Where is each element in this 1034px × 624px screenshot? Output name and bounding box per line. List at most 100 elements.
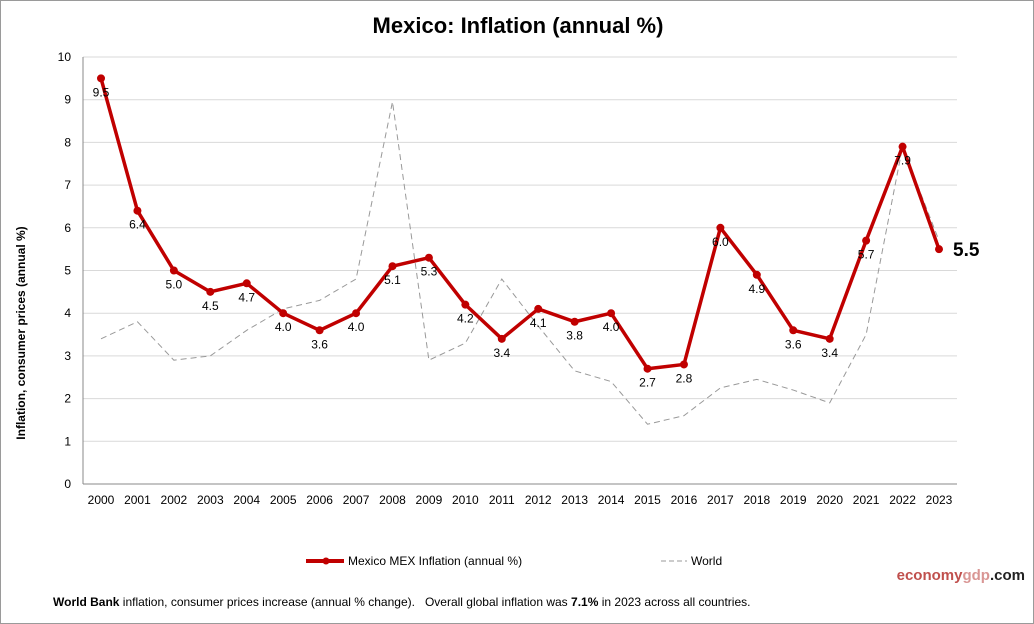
x-tick-label: 2013 bbox=[561, 493, 588, 507]
x-tick-label: 2022 bbox=[889, 493, 916, 507]
y-tick-label: 1 bbox=[64, 434, 71, 448]
x-tick-label: 2011 bbox=[489, 493, 515, 507]
x-tick-label: 2020 bbox=[816, 493, 843, 507]
data-label: 3.4 bbox=[493, 346, 510, 360]
y-tick-label: 4 bbox=[64, 306, 71, 320]
data-label: 2.7 bbox=[639, 376, 656, 390]
footer-highlight: 7.1% bbox=[571, 595, 599, 609]
x-tick-label: 2009 bbox=[416, 493, 443, 507]
legend-swatch-world bbox=[661, 560, 687, 562]
data-point-mexico bbox=[97, 74, 105, 83]
data-point-mexico bbox=[424, 253, 433, 262]
data-label: 4.2 bbox=[457, 312, 474, 326]
series-line-world bbox=[100, 101, 940, 425]
data-point-mexico bbox=[242, 279, 251, 288]
x-tick-label: 2012 bbox=[525, 493, 552, 507]
data-label: 2.8 bbox=[676, 371, 693, 385]
x-tick-label: 2004 bbox=[233, 493, 260, 507]
x-tick-label: 2003 bbox=[197, 493, 224, 507]
brand-part: .com bbox=[989, 567, 1025, 584]
data-point-mexico bbox=[570, 317, 579, 326]
data-label: 3.6 bbox=[311, 337, 328, 351]
data-label: 5.1 bbox=[384, 273, 401, 287]
brand-logo: economygdp.com bbox=[897, 567, 1025, 584]
legend-item-world: World bbox=[661, 554, 722, 568]
footer-source: World Bank bbox=[53, 595, 120, 609]
x-tick-label: 2021 bbox=[853, 493, 880, 507]
data-point-mexico bbox=[789, 326, 798, 335]
x-tick-label: 2018 bbox=[743, 493, 770, 507]
legend-swatch-mexico bbox=[306, 557, 344, 565]
y-tick-label: 9 bbox=[64, 93, 71, 107]
data-point-mexico bbox=[497, 334, 506, 343]
data-point-mexico bbox=[133, 206, 142, 215]
legend-item-mexico: Mexico MEX Inflation (annual %) bbox=[306, 554, 522, 568]
x-tick-label: 2019 bbox=[780, 493, 807, 507]
x-tick-label: 2001 bbox=[124, 493, 151, 507]
data-point-mexico bbox=[752, 270, 761, 279]
last-value-label: 5.5 bbox=[953, 240, 980, 261]
data-label: 7.9 bbox=[894, 154, 911, 168]
data-point-mexico bbox=[315, 326, 324, 335]
data-label: 3.4 bbox=[821, 346, 838, 360]
footer-note: World Bank inflation, consumer prices in… bbox=[53, 595, 750, 609]
x-tick-label: 2015 bbox=[634, 493, 661, 507]
y-tick-label: 0 bbox=[64, 477, 71, 491]
y-tick-label: 8 bbox=[64, 135, 71, 149]
y-tick-label: 5 bbox=[64, 264, 71, 278]
data-label: 4.0 bbox=[603, 320, 620, 334]
data-label: 5.7 bbox=[858, 248, 875, 262]
x-tick-label: 2000 bbox=[88, 493, 115, 507]
brand-part: gdp bbox=[962, 567, 990, 584]
data-point-mexico bbox=[862, 236, 871, 245]
data-point-mexico bbox=[935, 245, 943, 254]
x-tick-label: 2023 bbox=[926, 493, 953, 507]
x-tick-label: 2007 bbox=[343, 493, 370, 507]
x-tick-label: 2010 bbox=[452, 493, 479, 507]
data-label: 4.1 bbox=[530, 316, 547, 330]
footer-text: in 2023 across all countries. bbox=[598, 595, 751, 609]
data-point-mexico bbox=[825, 334, 834, 343]
brand-part: economy bbox=[896, 567, 963, 584]
y-tick-label: 3 bbox=[64, 349, 71, 363]
data-label: 6.4 bbox=[129, 218, 146, 232]
legend-label: Mexico MEX Inflation (annual %) bbox=[348, 554, 523, 568]
data-point-mexico bbox=[534, 304, 543, 313]
data-label: 4.0 bbox=[275, 320, 292, 334]
data-label: 3.8 bbox=[566, 329, 583, 343]
data-point-mexico bbox=[169, 266, 178, 275]
plot-area: 0 1 2 3 4 5 6 7 8 9 10 2000 2001 2002 2003 2004 2005 2006… bbox=[58, 50, 980, 507]
y-tick-label: 7 bbox=[64, 178, 71, 192]
data-point-mexico bbox=[643, 364, 652, 373]
x-tick-label: 2005 bbox=[270, 493, 297, 507]
data-label: 4.5 bbox=[202, 299, 219, 313]
data-point-mexico bbox=[206, 287, 215, 296]
series-line-mexico bbox=[99, 77, 941, 371]
data-point-mexico bbox=[352, 309, 361, 318]
y-tick-label: 10 bbox=[58, 50, 72, 64]
data-point-mexico bbox=[716, 223, 725, 232]
data-label: 4.7 bbox=[238, 290, 255, 304]
x-tick-label: 2002 bbox=[161, 493, 188, 507]
footer-text: inflation, consumer prices increase (ann… bbox=[119, 595, 572, 609]
data-point-mexico bbox=[388, 262, 397, 271]
data-label: 9.5 bbox=[93, 85, 110, 99]
data-point-mexico bbox=[898, 142, 907, 151]
x-tick-label: 2014 bbox=[598, 493, 625, 507]
x-tick-label: 2006 bbox=[306, 493, 333, 507]
data-label: 6.0 bbox=[712, 235, 729, 249]
y-tick-label: 6 bbox=[64, 221, 71, 235]
data-label: 5.0 bbox=[166, 278, 183, 292]
data-label: 4.0 bbox=[348, 320, 365, 334]
data-point-mexico bbox=[607, 309, 616, 318]
y-tick-label: 2 bbox=[64, 392, 71, 406]
data-label: 4.9 bbox=[748, 282, 765, 296]
x-tick-label: 2017 bbox=[707, 493, 734, 507]
data-label: 3.6 bbox=[785, 337, 802, 351]
legend-label: World bbox=[691, 554, 723, 568]
data-point-mexico bbox=[679, 360, 688, 369]
x-tick-label: 2008 bbox=[379, 493, 406, 507]
data-label: 5.3 bbox=[421, 265, 438, 279]
chart-title: Mexico: Inflation (annual %) bbox=[372, 13, 664, 38]
